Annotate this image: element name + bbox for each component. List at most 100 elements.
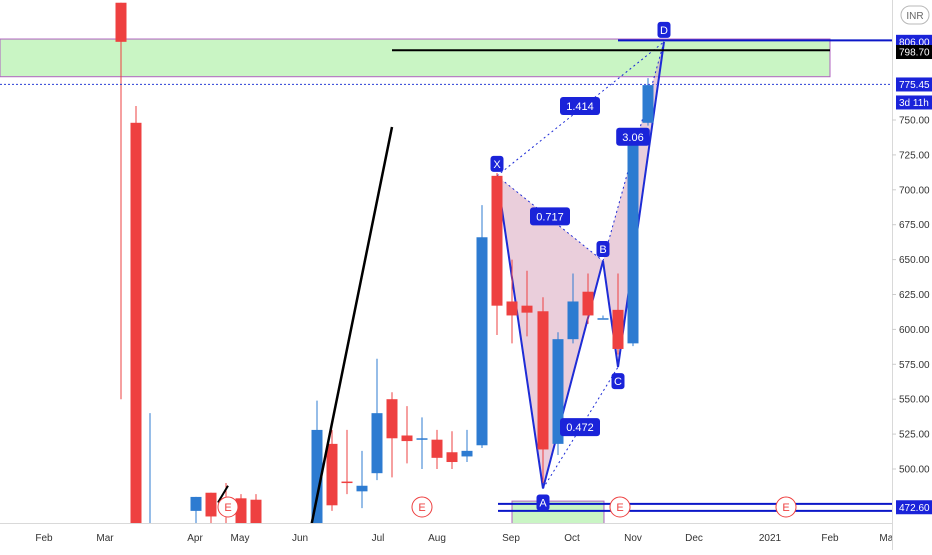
price-label-box-2 bbox=[896, 77, 932, 92]
currency-badge[interactable]: INR bbox=[900, 5, 930, 25]
pattern-point-box-A bbox=[536, 494, 550, 511]
earnings-marker-label-2: E bbox=[616, 502, 623, 514]
x-tick-label-7: Sep bbox=[502, 533, 520, 544]
candle-body-26 bbox=[582, 291, 594, 316]
pattern-point-box-D bbox=[657, 21, 671, 38]
candle-body-23 bbox=[537, 311, 549, 450]
ratio-box-3 bbox=[616, 127, 650, 146]
x-tick-label-3: May bbox=[231, 533, 250, 544]
candle-body-1 bbox=[130, 122, 142, 553]
x-axis: Feb Mar Apr May Jun Jul Aug Sep Oct Nov Dec 2021 Feb… bbox=[0, 523, 897, 550]
x-tick-label-5: Jul bbox=[372, 533, 385, 544]
pattern-point-label-B: B bbox=[599, 244, 606, 256]
pattern-leg-cd bbox=[617, 41, 665, 368]
pattern-point-label-X: X bbox=[493, 159, 501, 171]
candle-body-7 bbox=[250, 499, 262, 532]
x-tick-label-2: Apr bbox=[187, 533, 203, 544]
y-tick-label-2: 700.00 bbox=[899, 185, 930, 196]
highlight-zones bbox=[0, 38, 831, 531]
candle-body-10 bbox=[341, 481, 353, 484]
candle-body-0 bbox=[115, 2, 127, 42]
earnings-marker-1[interactable] bbox=[411, 496, 433, 518]
candle-body-16 bbox=[431, 439, 443, 458]
candle-body-15 bbox=[416, 438, 428, 440]
y-tick-label-4: 650.00 bbox=[899, 255, 930, 266]
y-tick-label-0: 750.00 bbox=[899, 116, 930, 127]
candle-body-22 bbox=[521, 305, 533, 313]
ratio-box-1 bbox=[530, 207, 570, 226]
price-label-1: 798.70 bbox=[899, 48, 930, 59]
price-label-box-1 bbox=[896, 45, 932, 60]
drawing-line-5 bbox=[308, 126, 394, 533]
pattern-point-box-B bbox=[596, 240, 610, 257]
earnings-marker-3[interactable] bbox=[775, 496, 797, 518]
countdown-label: 3d 11h bbox=[899, 98, 929, 109]
candle-body-18 bbox=[461, 450, 473, 457]
candle-body-28 bbox=[612, 309, 624, 349]
earnings-marker-0[interactable] bbox=[217, 496, 239, 518]
candle-body-17 bbox=[446, 452, 458, 463]
y-tick-label-1: 725.00 bbox=[899, 150, 930, 161]
y-tick-label-8: 550.00 bbox=[899, 395, 930, 406]
x-tick-label-11: 2021 bbox=[759, 533, 782, 544]
pattern-labels: X A B C D 1.414 0.717 0.472 3.06 bbox=[490, 21, 671, 511]
candle-body-8 bbox=[311, 429, 323, 532]
price-label-box-3 bbox=[896, 500, 932, 515]
candle-body-27 bbox=[597, 318, 609, 320]
drawing-line-6 bbox=[217, 485, 229, 504]
candle-body-4 bbox=[205, 492, 217, 517]
ratio-label-3: 3.06 bbox=[622, 132, 643, 144]
candle-body-12 bbox=[371, 413, 383, 474]
x-tick-label-12: Feb bbox=[821, 533, 839, 544]
candle-body-19 bbox=[476, 237, 488, 446]
candle-body-20 bbox=[491, 175, 503, 306]
candle-body-21 bbox=[506, 301, 518, 316]
ratio-box-0 bbox=[560, 97, 600, 116]
earnings-marker-label-1: E bbox=[418, 502, 425, 514]
candle-body-11 bbox=[356, 485, 368, 492]
pattern-leg-bc bbox=[602, 260, 619, 368]
candle-body-24 bbox=[552, 339, 564, 444]
x-tick-label-8: Oct bbox=[564, 533, 580, 544]
ratio-label-2: 0.472 bbox=[566, 422, 594, 434]
candle-body-14 bbox=[401, 435, 413, 442]
pattern-leg-xa bbox=[496, 175, 544, 489]
pattern-point-label-D: D bbox=[660, 25, 668, 37]
pattern-point-label-C: C bbox=[614, 376, 622, 388]
y-tick-label-3: 675.00 bbox=[899, 220, 930, 231]
price-label-3: 472.60 bbox=[899, 503, 930, 514]
earnings-marker-2[interactable] bbox=[609, 496, 631, 518]
price-label-2: 775.45 bbox=[899, 80, 930, 91]
pattern-point-box-X bbox=[490, 155, 504, 172]
y-tick-label-5: 625.00 bbox=[899, 290, 930, 301]
y-tick-label-7: 575.00 bbox=[899, 360, 930, 371]
zone-0 bbox=[0, 38, 831, 78]
x-tick-label-4: Jun bbox=[292, 533, 308, 544]
x-tick-label-0: Feb bbox=[35, 533, 53, 544]
y-tick-label-6: 600.00 bbox=[899, 325, 930, 336]
candle-body-25 bbox=[567, 301, 579, 340]
candle-body-3 bbox=[190, 496, 202, 511]
y-axis: 750.00 725.00 700.00 675.00 650.00 625.00 600.… bbox=[892, 0, 932, 550]
candle-body-9 bbox=[326, 443, 338, 506]
x-tick-label-10: Dec bbox=[685, 533, 703, 544]
pattern-point-box-C bbox=[611, 373, 625, 390]
y-tick-label-10: 500.00 bbox=[899, 465, 930, 476]
price-label-0: 806.00 bbox=[899, 37, 930, 48]
candle-body-29 bbox=[627, 138, 639, 344]
earnings-marker-label-0: E bbox=[224, 502, 231, 514]
candle-body-13 bbox=[386, 399, 398, 439]
candle-body-6 bbox=[235, 498, 247, 532]
candle-body-30 bbox=[642, 85, 654, 123]
x-tick-label-9: Nov bbox=[624, 533, 642, 544]
x-tick-label-13: Mar bbox=[879, 533, 897, 544]
pattern-triangle-xab bbox=[497, 175, 603, 489]
drawing-lines bbox=[0, 39, 892, 533]
ratio-label-1: 0.717 bbox=[536, 211, 564, 223]
earnings-marker-label-3: E bbox=[782, 502, 789, 514]
x-tick-label-1: Mar bbox=[96, 533, 114, 544]
